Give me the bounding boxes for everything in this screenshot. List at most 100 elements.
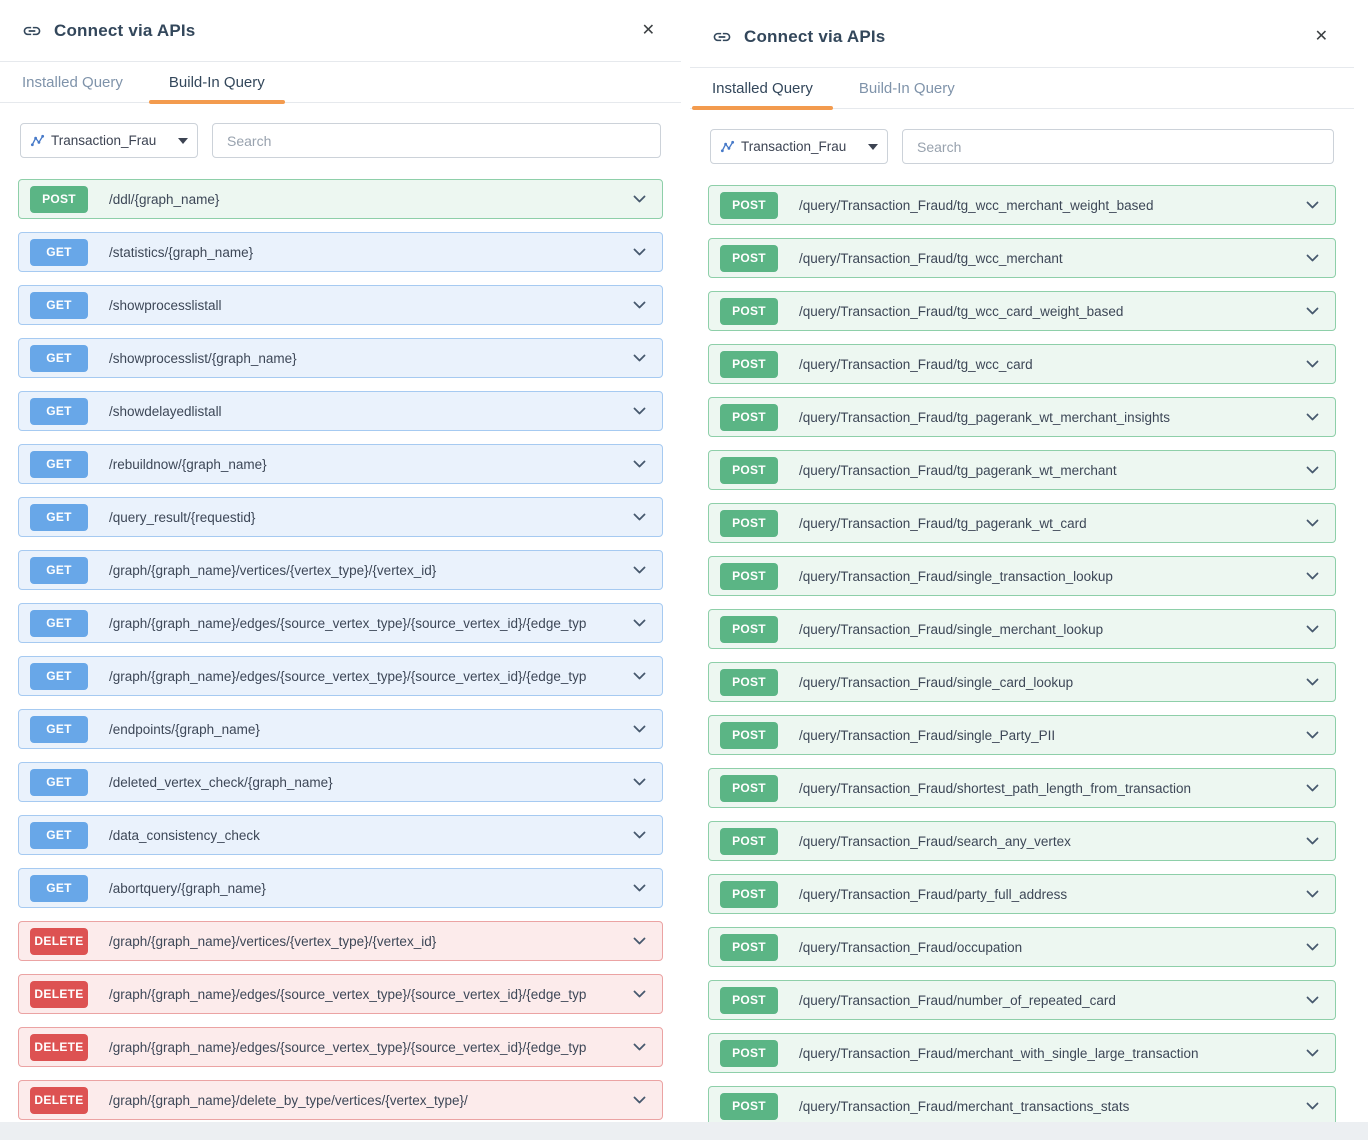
api-endpoint-row[interactable]: GET/showprocesslistall: [18, 285, 663, 325]
api-endpoint-row[interactable]: GET/data_consistency_check: [18, 815, 663, 855]
chevron-down-icon[interactable]: [633, 831, 646, 840]
tab-bar: Installed Query Build-In Query: [0, 62, 681, 104]
chevron-down-icon[interactable]: [633, 354, 646, 363]
api-endpoint-row[interactable]: DELETE/graph/{graph_name}/edges/{source_…: [18, 1027, 663, 1067]
http-method-badge: GET: [30, 397, 88, 425]
chevron-down-icon[interactable]: [633, 513, 646, 522]
chevron-down-icon[interactable]: [1306, 466, 1319, 475]
http-method-badge: POST: [720, 562, 778, 590]
api-endpoint-row[interactable]: POST/query/Transaction_Fraud/tg_pagerank…: [708, 503, 1336, 543]
endpoint-path: /query/Transaction_Fraud/tg_wcc_merchant: [799, 250, 1063, 266]
http-method-badge: POST: [720, 827, 778, 855]
api-endpoint-row[interactable]: GET/query_result/{requestid}: [18, 497, 663, 537]
graph-selector-dropdown[interactable]: Transaction_Frau: [710, 129, 888, 164]
api-endpoint-row[interactable]: POST/query/Transaction_Fraud/merchant_tr…: [708, 1086, 1336, 1126]
api-endpoint-row[interactable]: GET/graph/{graph_name}/edges/{source_ver…: [18, 656, 663, 696]
api-endpoint-row[interactable]: GET/endpoints/{graph_name}: [18, 709, 663, 749]
endpoint-path: /graph/{graph_name}/edges/{source_vertex…: [109, 668, 587, 684]
chevron-down-icon[interactable]: [633, 1096, 646, 1105]
endpoint-path: /query/Transaction_Fraud/tg_pagerank_wt_…: [799, 409, 1170, 425]
endpoint-path: /data_consistency_check: [109, 827, 260, 843]
http-method-badge: GET: [30, 450, 88, 478]
query-controls: Transaction_Frau: [710, 129, 1334, 164]
api-endpoint-row[interactable]: GET/graph/{graph_name}/edges/{source_ver…: [18, 603, 663, 643]
api-endpoint-row[interactable]: POST/query/Transaction_Fraud/tg_wcc_card…: [708, 291, 1336, 331]
chevron-down-icon[interactable]: [633, 884, 646, 893]
api-endpoint-row[interactable]: GET/abortquery/{graph_name}: [18, 868, 663, 908]
api-endpoint-row[interactable]: POST/query/Transaction_Fraud/party_full_…: [708, 874, 1336, 914]
tab-build-in-query[interactable]: Build-In Query: [859, 68, 955, 108]
http-method-badge: POST: [720, 615, 778, 643]
chevron-down-icon[interactable]: [633, 566, 646, 575]
http-method-badge: GET: [30, 609, 88, 637]
endpoint-path: /query/Transaction_Fraud/single_transact…: [799, 568, 1113, 584]
chevron-down-icon[interactable]: [1306, 1102, 1319, 1111]
chevron-down-icon[interactable]: [1306, 943, 1319, 952]
graph-selector-dropdown[interactable]: Transaction_Frau: [20, 123, 198, 158]
api-endpoint-row[interactable]: POST/query/Transaction_Fraud/single_card…: [708, 662, 1336, 702]
chevron-down-icon[interactable]: [1306, 784, 1319, 793]
api-endpoint-row[interactable]: POST/query/Transaction_Fraud/tg_wcc_merc…: [708, 185, 1336, 225]
chevron-down-icon[interactable]: [633, 672, 646, 681]
close-icon[interactable]: ✕: [641, 21, 655, 39]
api-endpoint-row[interactable]: POST/query/Transaction_Fraud/shortest_pa…: [708, 768, 1336, 808]
api-endpoint-row[interactable]: POST/query/Transaction_Fraud/number_of_r…: [708, 980, 1336, 1020]
api-endpoint-row[interactable]: POST/ddl/{graph_name}: [18, 179, 663, 219]
api-endpoint-row[interactable]: GET/statistics/{graph_name}: [18, 232, 663, 272]
endpoint-path: /ddl/{graph_name}: [109, 191, 220, 207]
chevron-down-icon[interactable]: [1306, 996, 1319, 1005]
chevron-down-icon[interactable]: [1306, 678, 1319, 687]
api-endpoint-row[interactable]: POST/query/Transaction_Fraud/single_Part…: [708, 715, 1336, 755]
chevron-down-icon[interactable]: [633, 460, 646, 469]
chevron-down-icon[interactable]: [1306, 307, 1319, 316]
chevron-down-icon[interactable]: [1306, 731, 1319, 740]
api-endpoint-row[interactable]: POST/query/Transaction_Fraud/merchant_wi…: [708, 1033, 1336, 1073]
api-endpoint-row[interactable]: POST/query/Transaction_Fraud/tg_wcc_merc…: [708, 238, 1336, 278]
api-endpoint-row[interactable]: DELETE/graph/{graph_name}/delete_by_type…: [18, 1080, 663, 1120]
http-method-badge: DELETE: [30, 1033, 88, 1061]
search-input[interactable]: [902, 129, 1334, 164]
api-endpoint-row[interactable]: POST/query/Transaction_Fraud/occupation: [708, 927, 1336, 967]
api-endpoint-row[interactable]: POST/query/Transaction_Fraud/tg_pagerank…: [708, 450, 1336, 490]
chevron-down-icon[interactable]: [633, 778, 646, 787]
chevron-down-icon[interactable]: [633, 1043, 646, 1052]
chevron-down-icon[interactable]: [1306, 1049, 1319, 1058]
chevron-down-icon[interactable]: [633, 407, 646, 416]
api-endpoint-row[interactable]: GET/deleted_vertex_check/{graph_name}: [18, 762, 663, 802]
chevron-down-icon[interactable]: [1306, 837, 1319, 846]
chevron-down-icon[interactable]: [633, 195, 646, 204]
api-endpoint-row[interactable]: POST/query/Transaction_Fraud/tg_pagerank…: [708, 397, 1336, 437]
close-icon[interactable]: ✕: [1314, 27, 1328, 45]
http-method-badge: GET: [30, 503, 88, 531]
graph-icon: [720, 139, 735, 154]
chevron-down-icon[interactable]: [1306, 890, 1319, 899]
chevron-down-icon[interactable]: [1306, 360, 1319, 369]
api-endpoint-row[interactable]: GET/showdelayedlistall: [18, 391, 663, 431]
search-input[interactable]: [212, 123, 661, 158]
chevron-down-icon[interactable]: [633, 619, 646, 628]
tab-installed-query[interactable]: Installed Query: [22, 62, 123, 102]
api-endpoint-row[interactable]: POST/query/Transaction_Fraud/single_merc…: [708, 609, 1336, 649]
api-endpoint-row[interactable]: GET/rebuildnow/{graph_name}: [18, 444, 663, 484]
api-endpoint-row[interactable]: GET/graph/{graph_name}/vertices/{vertex_…: [18, 550, 663, 590]
chevron-down-icon[interactable]: [1306, 254, 1319, 263]
chevron-down-icon[interactable]: [633, 990, 646, 999]
api-endpoint-row[interactable]: POST/query/Transaction_Fraud/search_any_…: [708, 821, 1336, 861]
chevron-down-icon[interactable]: [1306, 625, 1319, 634]
chevron-down-icon[interactable]: [633, 725, 646, 734]
chevron-down-icon[interactable]: [1306, 572, 1319, 581]
api-endpoint-row[interactable]: POST/query/Transaction_Fraud/tg_wcc_card: [708, 344, 1336, 384]
api-endpoint-row[interactable]: DELETE/graph/{graph_name}/vertices/{vert…: [18, 921, 663, 961]
api-endpoint-row[interactable]: GET/showprocesslist/{graph_name}: [18, 338, 663, 378]
tab-build-in-query[interactable]: Build-In Query: [148, 62, 285, 104]
endpoint-path: /query_result/{requestid}: [109, 509, 256, 525]
chevron-down-icon[interactable]: [633, 301, 646, 310]
api-endpoint-row[interactable]: DELETE/graph/{graph_name}/edges/{source_…: [18, 974, 663, 1014]
chevron-down-icon[interactable]: [1306, 413, 1319, 422]
api-endpoint-row[interactable]: POST/query/Transaction_Fraud/single_tran…: [708, 556, 1336, 596]
chevron-down-icon[interactable]: [633, 937, 646, 946]
chevron-down-icon[interactable]: [1306, 519, 1319, 528]
tab-installed-query[interactable]: Installed Query: [692, 68, 833, 110]
chevron-down-icon[interactable]: [633, 248, 646, 257]
chevron-down-icon[interactable]: [1306, 201, 1319, 210]
